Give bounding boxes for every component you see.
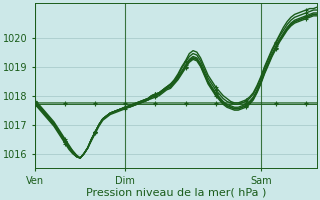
X-axis label: Pression niveau de la mer( hPa ): Pression niveau de la mer( hPa ) <box>86 187 266 197</box>
